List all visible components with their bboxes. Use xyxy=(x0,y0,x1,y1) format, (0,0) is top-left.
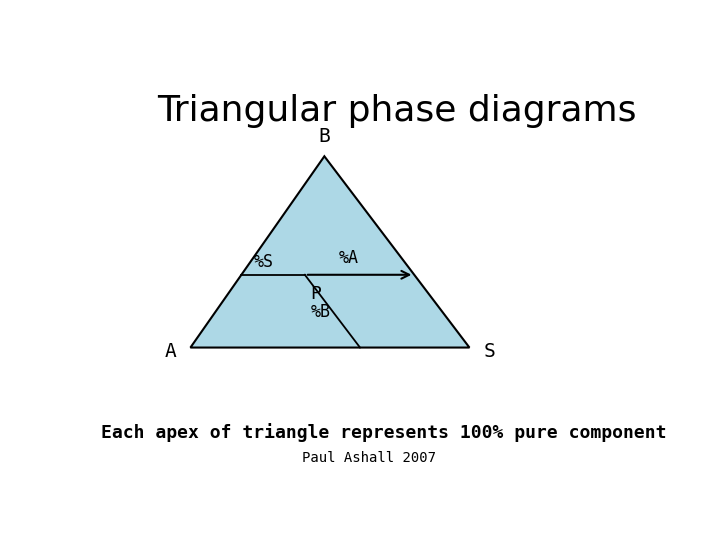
Text: %B: %B xyxy=(310,303,330,321)
Text: A: A xyxy=(165,342,176,361)
Text: %S: %S xyxy=(254,253,274,271)
Text: Each apex of triangle represents 100% pure component: Each apex of triangle represents 100% pu… xyxy=(101,423,667,442)
Text: S: S xyxy=(483,342,495,361)
Text: %A: %A xyxy=(338,249,359,267)
Text: Triangular phase diagrams: Triangular phase diagrams xyxy=(157,94,636,128)
Text: Paul Ashall 2007: Paul Ashall 2007 xyxy=(302,451,436,465)
Text: P: P xyxy=(310,285,321,303)
Polygon shape xyxy=(190,156,469,348)
Text: B: B xyxy=(318,127,330,146)
